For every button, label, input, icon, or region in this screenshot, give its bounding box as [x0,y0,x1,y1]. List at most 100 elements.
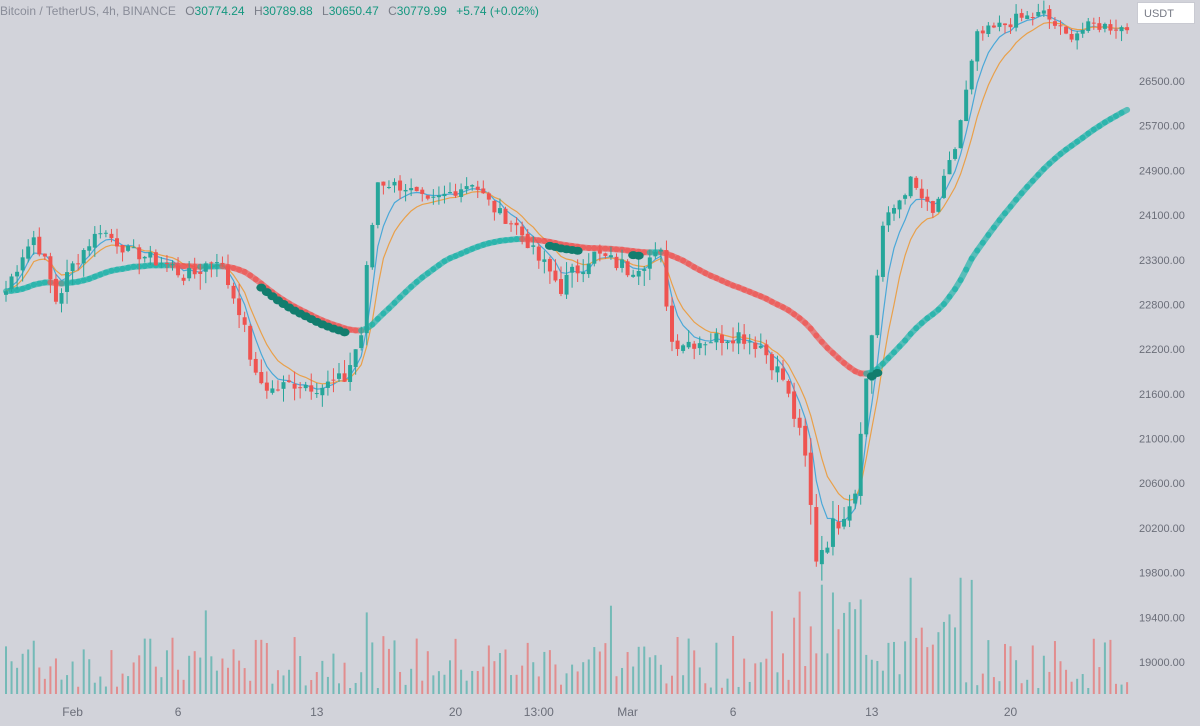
candle-body [270,388,275,393]
volume-bar [621,667,624,694]
volume-bar [1098,667,1101,694]
candle-body [1030,17,1035,19]
price-tick-label: 26500.00 [1139,76,1185,88]
candle-body [708,342,713,344]
volume-bar [215,670,218,694]
candle-body [497,208,502,214]
candle-body [309,385,314,392]
candle-body [470,185,475,187]
volume-bar [421,680,424,694]
candle-body [936,198,941,212]
candle-body [969,60,974,90]
volume-bar [626,652,629,694]
candle-body [414,186,419,192]
volume-bar [665,683,668,694]
volume-bar [249,680,252,694]
volume-bar [282,675,285,694]
candle-body [203,263,208,272]
volume-bar [992,677,995,694]
volume-bar [748,681,751,694]
volume-bar [532,662,535,694]
candle-body [364,265,369,334]
volume-bar [854,609,857,694]
time-axis[interactable]: Feb 6 13 20 13:00 Mar 6 13 20 [62,705,1017,719]
candle-body [81,250,86,264]
candle-body [403,189,408,192]
symbol-title: Bitcoin / TetherUS, 4h, BINANCE [0,4,176,18]
volume-bar [1103,642,1106,694]
time-tick-label: Mar [617,705,638,719]
candle-body [864,378,869,435]
volume-bar [432,675,435,694]
volume-bar [759,662,762,694]
volume-bar [571,664,574,694]
candle-body [214,262,219,264]
candle-body [153,252,158,266]
candle-body [758,345,763,348]
candle-body [836,521,841,529]
currency-selector[interactable]: USDT [1137,2,1195,24]
volume-bar [909,577,912,694]
price-axis[interactable]: 26500.00 25700.00 24900.00 24100.00 23300.00… [1132,0,1200,726]
candle-body [847,506,852,521]
candle-body [642,269,647,271]
candle-body [65,272,70,292]
signal-dot [339,328,350,337]
candle-body [797,417,802,428]
candle-body [570,266,575,273]
candle-body [1075,33,1080,41]
volume-bar [332,653,335,694]
candle-body [120,244,125,253]
volume-bar [843,612,846,694]
volume-bar [948,614,951,694]
volume-bar [798,591,801,694]
candle-body [481,188,486,194]
candle-body [464,186,469,190]
candle-body [159,263,164,265]
candle-body [514,222,519,226]
candle-body [420,189,425,194]
candle-body [908,176,913,197]
candle-body [581,272,586,275]
volume-bar [1070,681,1073,694]
candle-body [42,253,47,257]
volume-bar [526,642,529,694]
candle-body [170,264,175,266]
candle-body [1091,22,1096,24]
volume-bar [276,670,279,694]
candle-body [658,249,663,252]
time-tick-label: 6 [175,705,182,719]
candle-body [192,268,197,275]
price-tick-label: 19000.00 [1139,657,1185,669]
candle-body [1003,23,1007,26]
volume-bar [637,646,640,694]
volume-bar [154,666,157,694]
candle-body [747,341,752,343]
candle-body [792,391,797,419]
candle-body [1047,9,1052,20]
volume-bar [1126,682,1129,694]
candle-body [459,189,464,197]
candle-body [187,268,192,279]
candle-body [386,187,391,189]
candle-body [1097,23,1102,30]
candle-body [597,250,602,254]
candle-body [87,246,92,251]
candle-body [115,238,119,247]
candle-body [1108,24,1113,31]
volume-bar [1120,684,1123,694]
volume-bar [815,653,818,694]
volume-bar [898,674,901,694]
volume-bar [5,646,7,694]
volume-bar [310,679,313,694]
volume-bar [676,637,679,694]
candle-body [425,195,430,199]
price-tick-label: 20600.00 [1139,478,1185,490]
candle-body [231,285,236,299]
candle-body [631,274,636,277]
volume-bar [887,642,890,694]
candle-body [281,382,286,389]
candle-body [769,354,774,371]
